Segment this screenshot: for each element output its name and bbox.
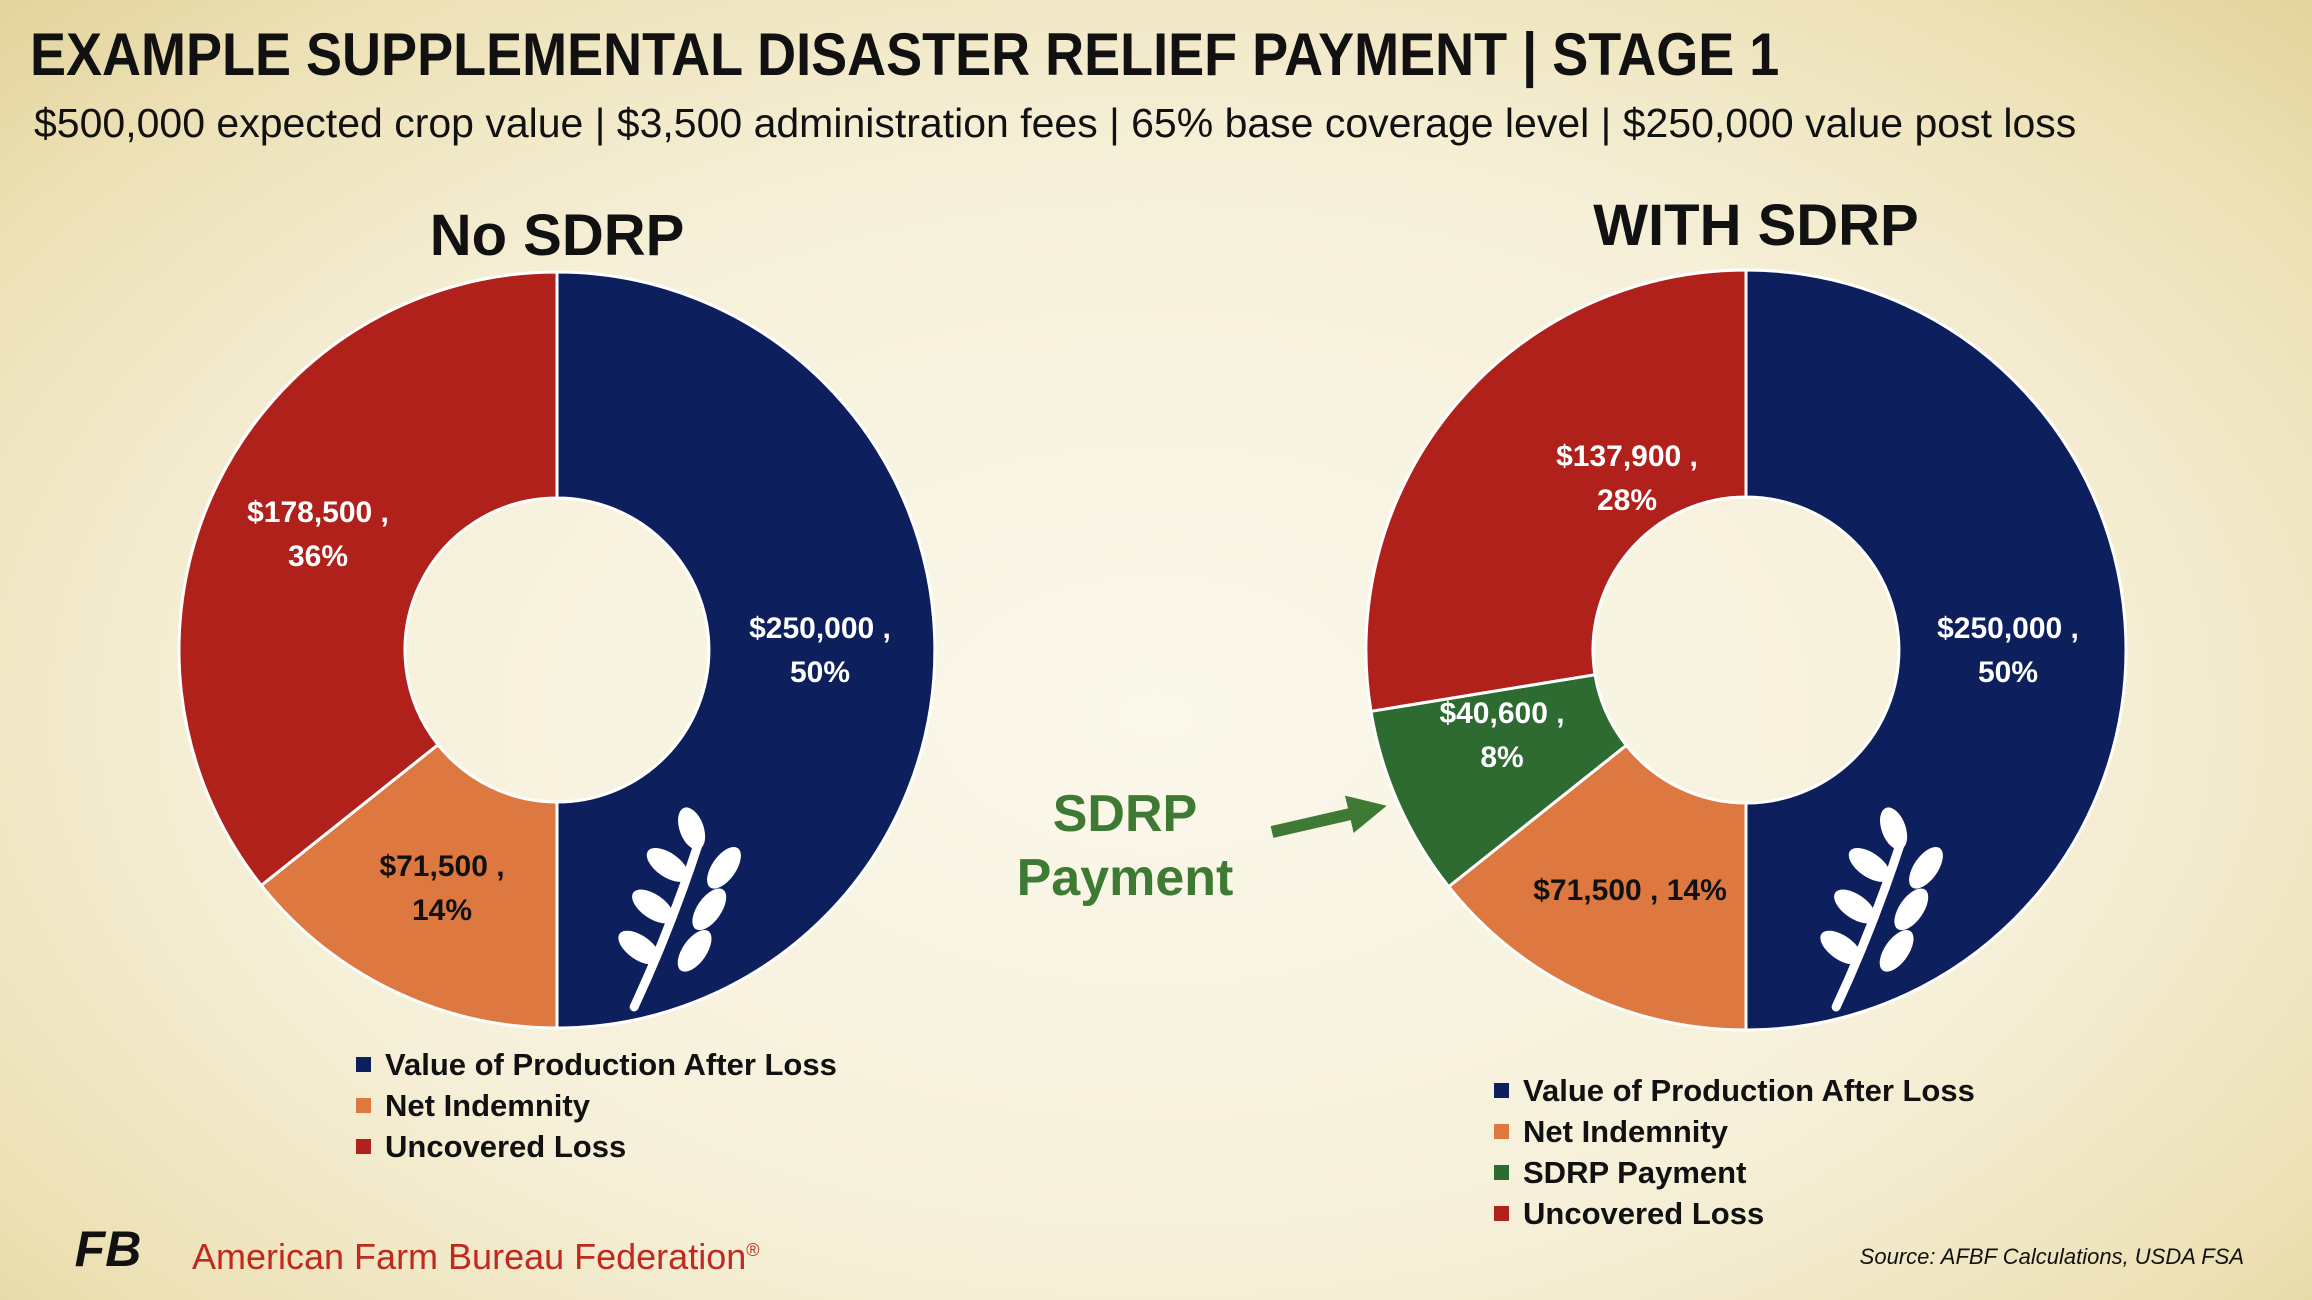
legend-item-uncovered-loss: Uncovered Loss: [356, 1126, 837, 1167]
pie-slices-with-sdrp: [1364, 268, 2128, 1032]
data-label-line: $137,900 ,: [1556, 440, 1698, 473]
legend-label: Net Indemnity: [385, 1087, 590, 1123]
legend-with-sdrp: Value of Production After Loss Net Indemn…: [1494, 1070, 1975, 1234]
legend-item-uncovered-loss: Uncovered Loss: [1494, 1193, 1975, 1234]
legend-swatch: [1494, 1083, 1509, 1098]
legend-no-sdrp: Value of Production After Loss Net Indemn…: [356, 1044, 837, 1167]
data-label-uncovered-loss: $137,900 , 28%: [1556, 440, 1698, 517]
legend-label: Uncovered Loss: [385, 1128, 627, 1164]
trademark-symbol: ®: [746, 1240, 760, 1260]
data-label-line: 50%: [790, 656, 850, 689]
legend-label: Net Indemnity: [1523, 1113, 1728, 1149]
source-note: Source: AFBF Calculations, USDA FSA: [1859, 1244, 2244, 1269]
legend-item-net-indemnity: Net Indemnity: [356, 1085, 837, 1126]
data-label-line: 28%: [1597, 484, 1657, 517]
pie-slice-uncovered-loss: [1364, 268, 1748, 714]
wheat-icon: [1820, 807, 1943, 1012]
data-label-sdrp-payment: $40,600 , 8%: [1439, 697, 1564, 774]
pie-slice-value-of-production-after-loss: [1744, 268, 2128, 1032]
legend-swatch: [356, 1057, 371, 1072]
data-label-line: $40,600 ,: [1439, 697, 1564, 730]
pie-slice-net-indemnity: [259, 742, 559, 1030]
pie-labels-no-sdrp: $250,000 , 50% $71,500 , 14% $178,500 , 36%: [247, 496, 891, 927]
legend-item-net-indemnity: Net Indemnity: [1494, 1111, 1975, 1152]
callout-line-2: Payment: [1016, 849, 1234, 907]
data-label-net-indemnity: $71,500 , 14%: [1533, 874, 1727, 907]
legend-label: Value of Production After Loss: [1523, 1072, 1975, 1108]
legend-swatch: [1494, 1206, 1509, 1221]
legend-item-value-of-production-after-loss: Value of Production After Loss: [356, 1044, 837, 1085]
organization-label: American Farm Bureau Federation: [192, 1236, 747, 1277]
legend-label: Uncovered Loss: [1523, 1195, 1765, 1231]
arrow-right-icon: [1270, 795, 1387, 838]
legend-swatch: [356, 1139, 371, 1154]
data-label-line: 36%: [288, 540, 348, 573]
fb-logo-text: FB: [75, 1222, 142, 1272]
data-label-value-of-production-after-loss: $250,000 , 50%: [749, 612, 891, 689]
data-label-line: $250,000 ,: [749, 612, 891, 645]
data-label-line: $71,500 ,: [379, 850, 504, 883]
legend-item-sdrp-payment: SDRP Payment: [1494, 1152, 1975, 1193]
legend-label: SDRP Payment: [1523, 1154, 1747, 1190]
legend-swatch: [1494, 1124, 1509, 1139]
callout-line-1: SDRP: [1052, 785, 1198, 843]
legend-item-value-of-production-after-loss: Value of Production After Loss: [1494, 1070, 1975, 1111]
data-label-line: $71,500 , 14%: [1533, 874, 1727, 907]
page-title: EXAMPLE SUPPLEMENTAL DISASTER RELIEF PAY…: [30, 21, 1780, 88]
sdrp-payment-callout: SDRP Payment: [1005, 782, 1245, 910]
data-label-uncovered-loss: $178,500 , 36%: [247, 496, 389, 573]
data-label-line: $178,500 ,: [247, 496, 389, 529]
legend-swatch: [1494, 1165, 1509, 1180]
wheat-icon: [618, 807, 741, 1012]
chart-title-with-sdrp: WITH SDRP: [1593, 193, 1918, 258]
pie-labels-with-sdrp: $250,000 , 50% $71,500 , 14% $40,600 , 8% $13…: [1439, 440, 2078, 907]
data-label-line: 8%: [1480, 741, 1523, 774]
pie-slice-net-indemnity: [1446, 743, 1748, 1032]
data-label-line: 50%: [1978, 656, 2038, 689]
legend-label: Value of Production After Loss: [385, 1046, 837, 1082]
data-label-value-of-production-after-loss: $250,000 , 50%: [1937, 612, 2079, 689]
pie-slice-uncovered-loss: [177, 270, 559, 888]
legend-swatch: [356, 1098, 371, 1113]
pie-slices-no-sdrp: [177, 270, 937, 1030]
fb-logo: FB: [75, 1222, 142, 1272]
chart-with-sdrp: WITH SDRP $250,000 , 50% $71,500 , 14% $40,…: [1364, 193, 2128, 1032]
page-subtitle: $500,000 expected crop value | $3,500 ad…: [34, 100, 2077, 146]
chart-title-no-sdrp: No SDRP: [430, 203, 685, 268]
data-label-line: $250,000 ,: [1937, 612, 2079, 645]
data-label-net-indemnity: $71,500 , 14%: [379, 850, 504, 927]
chart-no-sdrp: No SDRP $250,000 , 50% $71,500 , 14% $178,50…: [177, 203, 937, 1030]
data-label-line: 14%: [412, 894, 472, 927]
pie-slice-value-of-production-after-loss: [555, 270, 937, 1030]
organization-name: American Farm Bureau Federation®: [192, 1236, 760, 1278]
